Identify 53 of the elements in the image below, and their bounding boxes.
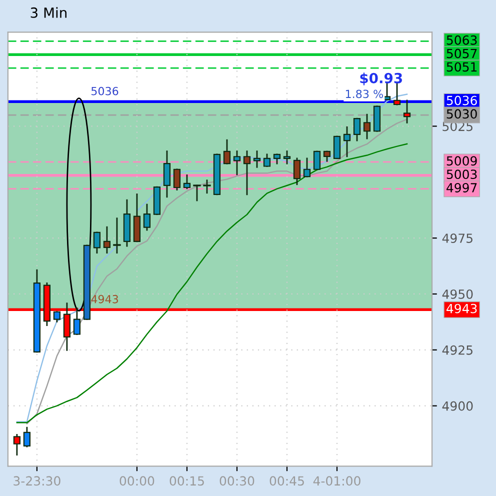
- ref-line-label: 5030: [446, 109, 477, 119]
- annotation: 1.83 %: [346, 90, 383, 98]
- ref-line-label: 4943: [446, 304, 477, 314]
- candlestick: [333, 136, 341, 160]
- x-tick-label: 00:00: [120, 476, 154, 486]
- candlestick: [23, 426, 30, 448]
- candlestick: [193, 184, 201, 202]
- candlestick: [93, 232, 101, 254]
- candlestick: [343, 126, 351, 158]
- candlestick: [313, 150, 321, 170]
- candlestick: [303, 158, 311, 178]
- candlestick: [273, 154, 281, 164]
- y-tick-label: 4975: [442, 234, 472, 243]
- candlestick: [363, 114, 371, 140]
- candlestick: [323, 150, 331, 162]
- candlestick: [403, 100, 411, 124]
- x-tick-label: 4-01:00: [313, 476, 360, 486]
- ref-line-label: 5051: [446, 62, 477, 72]
- x-tick-label: 00:30: [220, 476, 254, 486]
- annotation: $0.93: [360, 72, 402, 86]
- candlestick: [293, 158, 301, 186]
- ref-line-label: 5057: [446, 48, 477, 58]
- candlestick: [283, 150, 291, 164]
- ref-line-label: 5036: [446, 96, 477, 106]
- candlestick: [223, 139, 231, 164]
- annotation: 5036: [91, 86, 118, 96]
- candlestick: [53, 311, 60, 322]
- y-tick-label: 4900: [442, 401, 473, 411]
- candlestick: [353, 118, 361, 142]
- candlestick: [263, 154, 271, 167]
- ref-line-label: 5009: [446, 156, 477, 166]
- y-tick-label: 4950: [442, 289, 473, 299]
- ref-line-label: 5063: [446, 35, 477, 45]
- annotation: 4943: [91, 294, 118, 304]
- candlestick: [13, 434, 20, 456]
- x-tick-label: 00:15: [170, 476, 204, 486]
- x-tick-label: 00:45: [270, 476, 304, 486]
- candlestick: [163, 150, 171, 198]
- chart-title: 3 Min: [30, 7, 66, 18]
- ref-line-label: 4997: [446, 183, 477, 192]
- candlestick: [73, 308, 81, 335]
- candlestick: [113, 218, 121, 254]
- candlestick: [143, 204, 151, 231]
- x-tick-label: 3-23:30: [14, 476, 60, 486]
- candlestick: [103, 226, 111, 254]
- candlestick: [233, 150, 241, 176]
- y-tick-label: 4925: [442, 345, 472, 355]
- candlestick: [183, 174, 191, 190]
- candlestick: [173, 168, 181, 190]
- candlestick: [253, 150, 261, 168]
- candlestick: [243, 150, 251, 196]
- ref-line-label: 5003: [446, 170, 477, 180]
- candlestick: [203, 180, 211, 194]
